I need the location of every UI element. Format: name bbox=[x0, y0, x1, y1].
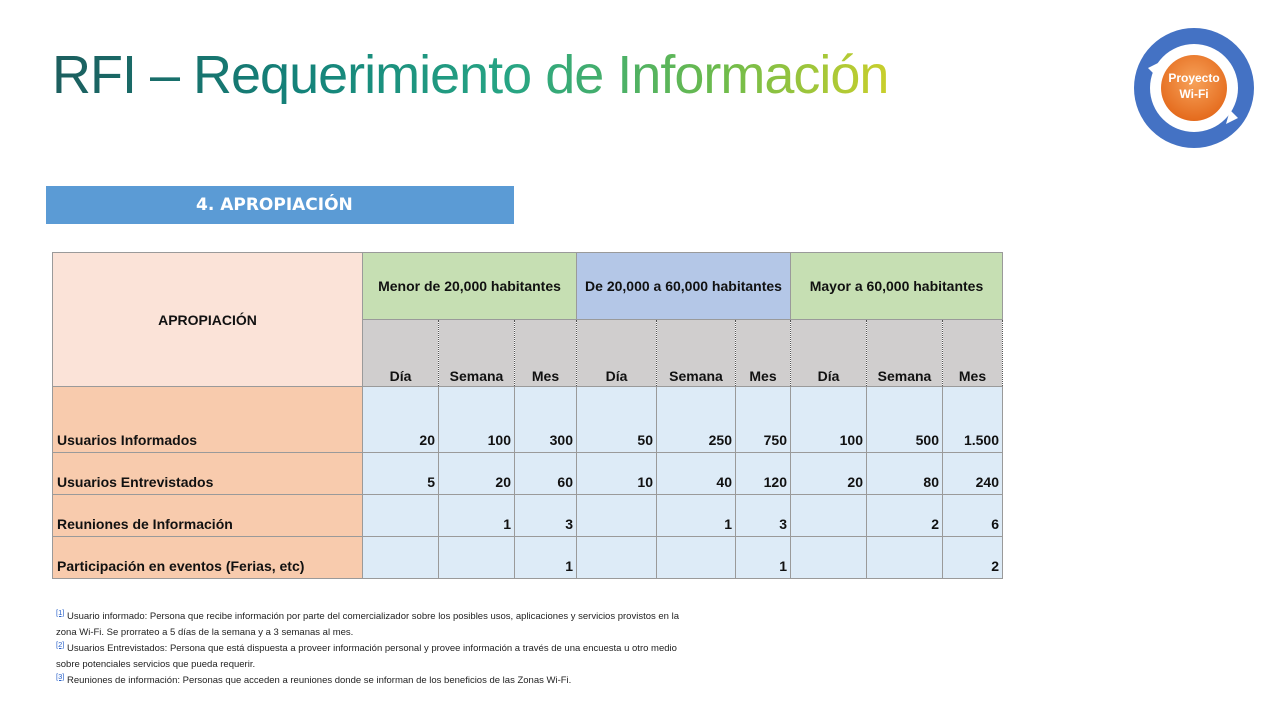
table-cell bbox=[576, 536, 657, 579]
table-cell: 20 bbox=[438, 452, 515, 495]
table-cell: 2 bbox=[942, 536, 1003, 579]
table-cell: 1 bbox=[656, 494, 736, 537]
group-header-large: Mayor a 60,000 habitantes bbox=[790, 252, 1003, 320]
table-row: Usuarios Entrevistados 5 20 60 10 40 120… bbox=[52, 452, 1003, 495]
table-cell: 750 bbox=[735, 386, 791, 453]
cycle-ring-icon bbox=[1134, 28, 1254, 148]
footnotes: [1] Usuario informado: Persona que recib… bbox=[56, 609, 776, 689]
row-label: Reuniones de Información bbox=[52, 494, 363, 537]
footnote-text-2: Usuarios Entrevistados: Persona que está… bbox=[66, 643, 677, 654]
footnote-text-3: Reuniones de información: Personas que a… bbox=[66, 675, 572, 686]
footnote-2: [2] Usuarios Entrevistados: Persona que … bbox=[56, 641, 776, 673]
table-cell: 120 bbox=[735, 452, 791, 495]
subheader-dia: Día bbox=[576, 319, 657, 387]
table-cell bbox=[790, 494, 867, 537]
appropriation-table: APROPIACIÓN Menor de 20,000 habitantes D… bbox=[52, 252, 1003, 579]
table-cell: 1 bbox=[735, 536, 791, 579]
table-corner-header: APROPIACIÓN bbox=[52, 252, 363, 387]
subheader-mes: Mes bbox=[735, 319, 791, 387]
footnote-text-2b: sobre potenciales servicios que pueda re… bbox=[56, 659, 256, 670]
table-cell: 20 bbox=[790, 452, 867, 495]
page-title: RFI – Requerimiento de Información bbox=[52, 45, 889, 105]
row-label: Usuarios Entrevistados bbox=[52, 452, 363, 495]
table-cell: 2 bbox=[866, 494, 943, 537]
table-cell: 5 bbox=[362, 452, 439, 495]
table-cell: 100 bbox=[790, 386, 867, 453]
table-cell: 20 bbox=[362, 386, 439, 453]
row-label: Usuarios Informados bbox=[52, 386, 363, 453]
subheader-mes: Mes bbox=[514, 319, 577, 387]
table-cell bbox=[656, 536, 736, 579]
group-header-medium: De 20,000 a 60,000 habitantes bbox=[576, 252, 791, 320]
footnote-link-3[interactable]: [3] bbox=[56, 671, 65, 681]
table-cell: 1.500 bbox=[942, 386, 1003, 453]
group-header-small: Menor de 20,000 habitantes bbox=[362, 252, 577, 320]
table-cell: 50 bbox=[576, 386, 657, 453]
table-cell: 40 bbox=[656, 452, 736, 495]
footnote-1: [1] Usuario informado: Persona que recib… bbox=[56, 609, 776, 641]
table-cell: 250 bbox=[656, 386, 736, 453]
table-cell: 10 bbox=[576, 452, 657, 495]
table-cell: 300 bbox=[514, 386, 577, 453]
row-label: Participación en eventos (Ferias, etc) bbox=[52, 536, 363, 579]
table-row: Usuarios Informados 20 100 300 50 250 75… bbox=[52, 386, 1003, 453]
badge-label: Proyecto Wi-Fi bbox=[1162, 70, 1226, 102]
footnote-link-1[interactable]: [1] bbox=[56, 607, 65, 617]
subheader-semana: Semana bbox=[866, 319, 943, 387]
footnote-link-2[interactable]: [2] bbox=[56, 639, 65, 649]
subheader-semana: Semana bbox=[656, 319, 736, 387]
subheader-mes: Mes bbox=[942, 319, 1003, 387]
table-cell bbox=[362, 536, 439, 579]
table-cell bbox=[576, 494, 657, 537]
table-cell: 500 bbox=[866, 386, 943, 453]
table-cell bbox=[790, 536, 867, 579]
footnote-text-1: Usuario informado: Persona que recibe in… bbox=[66, 611, 679, 622]
table-row: Participación en eventos (Ferias, etc) 1… bbox=[52, 536, 1003, 579]
table-cell: 3 bbox=[735, 494, 791, 537]
badge-label-line1: Proyecto bbox=[1168, 71, 1220, 85]
table-cell: 80 bbox=[866, 452, 943, 495]
table-cell: 100 bbox=[438, 386, 515, 453]
table-cell bbox=[866, 536, 943, 579]
table-cell bbox=[438, 536, 515, 579]
project-badge: Proyecto Wi-Fi bbox=[1118, 22, 1270, 156]
table-cell: 3 bbox=[514, 494, 577, 537]
subheader-semana: Semana bbox=[438, 319, 515, 387]
footnote-3: [3] Reuniones de información: Personas q… bbox=[56, 673, 776, 689]
table-cell: 1 bbox=[514, 536, 577, 579]
section-header: 4. APROPIACIÓN bbox=[46, 186, 514, 224]
subheader-dia: Día bbox=[790, 319, 867, 387]
table-cell: 1 bbox=[438, 494, 515, 537]
table-row: Reuniones de Información 1 3 1 3 2 6 bbox=[52, 494, 1003, 537]
table-cell: 6 bbox=[942, 494, 1003, 537]
table-cell bbox=[362, 494, 439, 537]
footnote-text-1b: zona Wi-Fi. Se prorrateo a 5 días de la … bbox=[56, 627, 354, 638]
subheader-dia: Día bbox=[362, 319, 439, 387]
table-cell: 240 bbox=[942, 452, 1003, 495]
badge-label-line2: Wi-Fi bbox=[1179, 87, 1209, 101]
table-cell: 60 bbox=[514, 452, 577, 495]
